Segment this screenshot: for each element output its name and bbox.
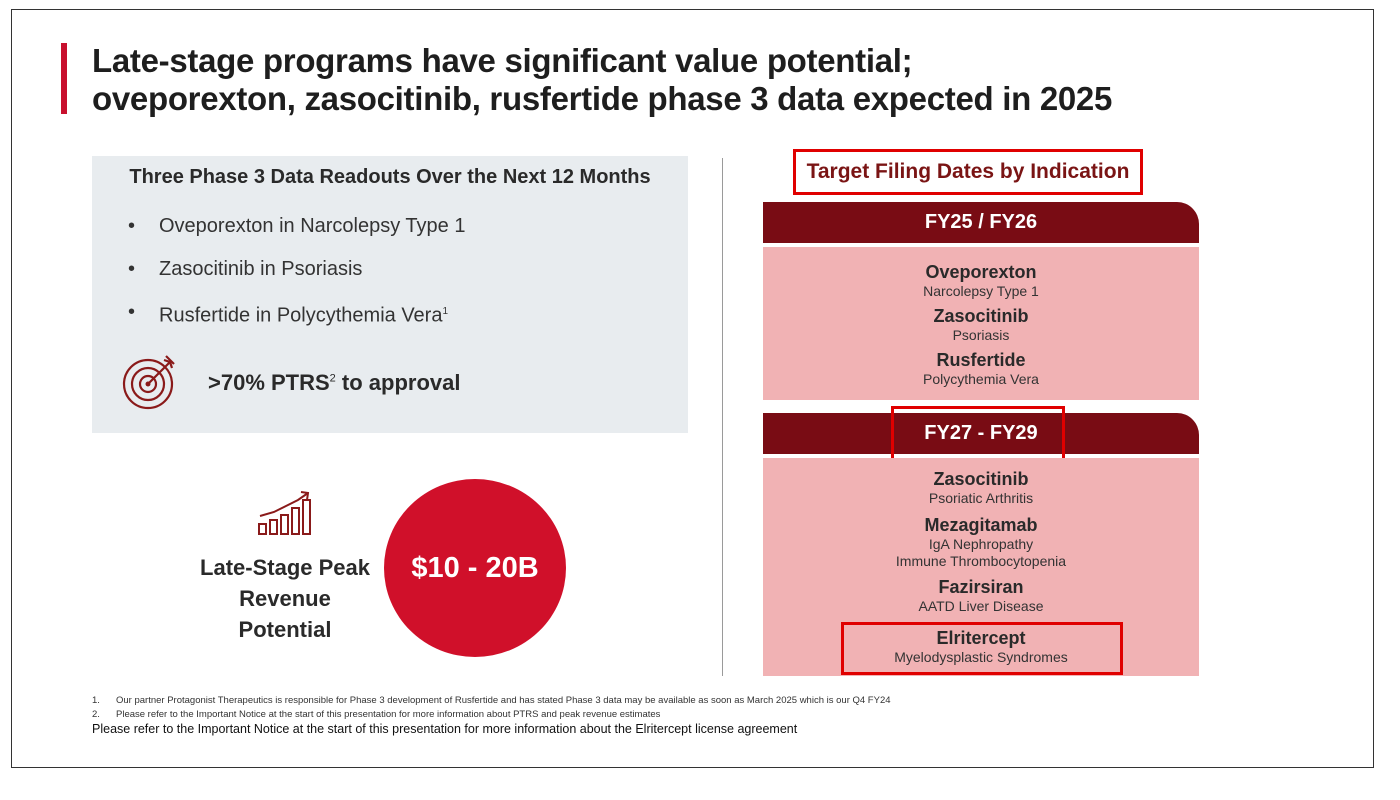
bullet: • xyxy=(128,215,136,237)
ptrs-statement: >70% PTRS2 to approval xyxy=(208,370,460,396)
title-accent-bar xyxy=(61,43,67,114)
readout-text: Oveporexton in Narcolepsy Type 1 xyxy=(159,215,466,237)
footnote-ref: 1 xyxy=(442,306,449,317)
period-body-fy25-fy26: Oveporexton Narcolepsy Type 1 Zasocitini… xyxy=(763,247,1199,400)
period-label: FY27 - FY29 xyxy=(924,422,1038,444)
filing-title-highlight: Target Filing Dates by Indication xyxy=(793,149,1143,195)
drug-entry: Fazirsiran AATD Liver Disease xyxy=(763,576,1199,615)
drug-entry: Zasocitinib Psoriatic Arthritis xyxy=(763,468,1199,507)
slide-title-line-1: Late-stage programs have significant val… xyxy=(92,42,913,79)
readout-item: • Rusfertide in Polycythemia Vera1 xyxy=(128,300,465,343)
readout-text: Rusfertide in Polycythemia Vera xyxy=(159,304,443,327)
drug-indication: Polycythemia Vera xyxy=(923,371,1039,387)
revenue-value: $10 - 20B xyxy=(411,551,539,584)
drug-name: Mezagitamab xyxy=(924,515,1038,535)
bullet: • xyxy=(128,258,136,280)
period-body-fy27-fy29: Zasocitinib Psoriatic Arthritis Mezagita… xyxy=(763,458,1199,676)
revenue-label: Late-Stage Peak Revenue Potential xyxy=(200,555,370,642)
drug-indication: Immune Thrombocytopenia xyxy=(895,553,1067,569)
drug-name: Rusfertide xyxy=(936,350,1026,370)
readout-text: Zasocitinib in Psoriasis xyxy=(159,258,363,280)
footnotes: 1. Our partner Protagonist Therapeutics i… xyxy=(92,694,891,722)
footnote-ref: 2 xyxy=(329,372,336,385)
drug-entry: Elritercept Myelodysplastic Syndromes xyxy=(763,627,1199,666)
slide-title-line-2: oveporexton, zasocitinib, rusfertide pha… xyxy=(92,80,1113,117)
footnote-text: Please refer to the Important Notice at … xyxy=(116,709,661,720)
drug-entry: Rusfertide Polycythemia Vera xyxy=(763,349,1199,388)
filing-title: Target Filing Dates by Indication xyxy=(806,160,1130,183)
drug-name: Elritercept xyxy=(936,628,1026,648)
period-highlight-box xyxy=(891,406,1065,462)
footnote-number: 2. xyxy=(92,709,100,720)
readouts-list: • Oveporexton in Narcolepsy Type 1 • Zas… xyxy=(128,214,465,343)
column-divider xyxy=(722,158,723,676)
growth-chart-icon xyxy=(258,491,311,535)
footnote: 2. Please refer to the Important Notice a… xyxy=(92,708,891,722)
license-notice: Please refer to the Important Notice at … xyxy=(92,722,798,736)
phase3-readouts-box: Three Phase 3 Data Readouts Over the Nex… xyxy=(92,156,688,433)
drug-entry: Zasocitinib Psoriasis xyxy=(763,305,1199,344)
drug-indication: IgA Nephropathy xyxy=(928,536,1034,552)
readouts-heading: Three Phase 3 Data Readouts Over the Nex… xyxy=(129,166,651,188)
period-header-fy25-fy26: FY25 / FY26 xyxy=(763,202,1199,243)
elritercept-highlight-box xyxy=(841,622,1123,675)
footnote-text: Our partner Protagonist Therapeutics is … xyxy=(116,695,891,706)
drug-indication: AATD Liver Disease xyxy=(918,598,1044,614)
drug-indication: Psoriasis xyxy=(952,327,1010,343)
drug-name: Zasocitinib xyxy=(933,306,1029,326)
drug-name: Zasocitinib xyxy=(933,469,1029,489)
drug-entry: Mezagitamab IgA Nephropathy Immune Throm… xyxy=(763,514,1199,570)
drug-entry: Oveporexton Narcolepsy Type 1 xyxy=(763,261,1199,300)
readout-item: • Oveporexton in Narcolepsy Type 1 xyxy=(128,214,465,257)
drug-name: Oveporexton xyxy=(925,262,1037,282)
ptrs-suffix: to approval xyxy=(335,370,461,395)
drug-indication: Narcolepsy Type 1 xyxy=(923,283,1039,299)
target-icon xyxy=(122,355,175,410)
slide-frame xyxy=(11,9,1374,768)
footnote-number: 1. xyxy=(92,695,100,706)
revenue-circle: $10 - 20B xyxy=(384,479,566,657)
drug-name: Fazirsiran xyxy=(938,577,1024,597)
drug-indication: Myelodysplastic Syndromes xyxy=(894,649,1068,665)
bullet: • xyxy=(128,301,136,323)
period-header-fy27-fy29: FY27 - FY29 xyxy=(763,413,1199,454)
drug-indication: Psoriatic Arthritis xyxy=(928,490,1034,506)
slide-title: Late-stage programs have significant val… xyxy=(92,42,1112,118)
footnote: 1. Our partner Protagonist Therapeutics i… xyxy=(92,694,891,708)
readout-item: • Zasocitinib in Psoriasis xyxy=(128,257,465,300)
period-label: FY25 / FY26 xyxy=(924,211,1038,233)
ptrs-value: >70% PTRS xyxy=(208,370,330,395)
